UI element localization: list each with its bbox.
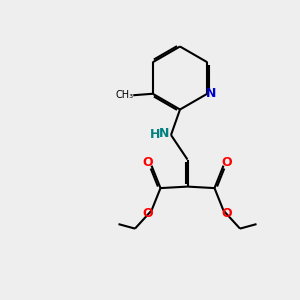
Text: N: N — [206, 87, 216, 100]
Text: O: O — [142, 156, 153, 169]
Text: N: N — [159, 127, 170, 140]
Text: O: O — [222, 207, 232, 220]
Text: O: O — [222, 156, 232, 169]
Text: O: O — [142, 207, 153, 220]
Text: H: H — [150, 128, 161, 141]
Text: CH₃: CH₃ — [116, 90, 134, 100]
